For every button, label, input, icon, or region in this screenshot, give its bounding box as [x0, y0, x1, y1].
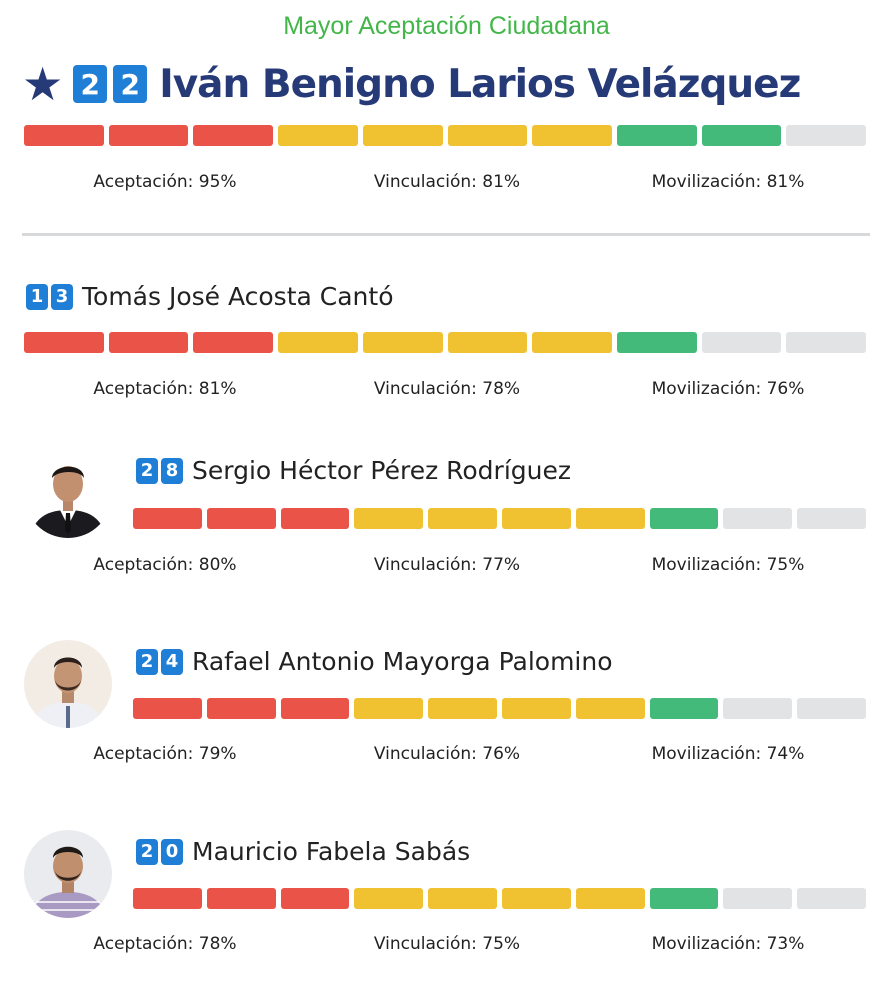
candidate-name: Tomás José Acosta Cantó: [82, 282, 394, 311]
number-badge: 2: [136, 838, 158, 865]
number-badge: 3: [51, 283, 73, 310]
bar-segment-red: [133, 508, 202, 529]
bar-segment-red: [206, 508, 276, 529]
bar-segment-yellow: [362, 125, 443, 146]
bar-segment-empty: [797, 888, 866, 909]
bar-segment-red: [280, 508, 350, 529]
bar-segment-green: [616, 332, 697, 353]
bar-segment-red: [24, 332, 104, 353]
bar-segment-yellow: [278, 332, 358, 353]
avatar: [24, 450, 112, 538]
bar-segment-yellow: [428, 888, 497, 909]
stat-movilizacion: Movilización: 75%: [651, 555, 805, 575]
bar-segment-red: [280, 888, 350, 909]
stat-movilizacion: Movilización: 76%: [651, 379, 805, 399]
number-badge: 0: [161, 838, 183, 865]
bar-segment-red: [193, 125, 274, 146]
bar-segment-red: [206, 698, 276, 719]
bar-segment-empty: [723, 508, 793, 529]
number-badge: 2: [136, 648, 158, 675]
rating-bar: [24, 125, 867, 146]
number-badge: 2: [73, 65, 108, 103]
bar-segment-green: [649, 698, 719, 719]
stat-movilizacion: Movilización: 73%: [651, 934, 805, 954]
bar-segment-yellow: [575, 698, 645, 719]
bar-segment-yellow: [278, 125, 358, 146]
bar-segment-red: [280, 698, 350, 719]
number-badge: 2: [113, 65, 148, 103]
bar-segment-yellow: [354, 508, 424, 529]
bar-segment-yellow: [575, 508, 645, 529]
rating-bar: [133, 888, 866, 909]
bar-segment-green: [649, 888, 719, 909]
stat-vinculacion: Vinculación: 78%: [373, 379, 521, 399]
bar-segment-empty: [797, 698, 866, 719]
bar-segment-yellow: [501, 888, 571, 909]
divider: [22, 233, 870, 236]
bar-segment-empty: [723, 888, 793, 909]
bar-segment-empty: [701, 332, 782, 353]
top-candidate-header: ★ 2 2 Iván Benigno Larios Velázquez: [22, 57, 801, 111]
candidate-header: 2 8 Sergio Héctor Pérez Rodríguez: [136, 456, 571, 485]
star-icon: ★: [22, 57, 64, 111]
bar-segment-yellow: [575, 888, 645, 909]
bar-segment-yellow: [354, 698, 424, 719]
bar-segment-yellow: [362, 332, 443, 353]
candidate-header: 2 4 Rafael Antonio Mayorga Palomino: [136, 647, 613, 676]
bar-segment-empty: [786, 125, 867, 146]
candidate-header: 1 3 Tomás José Acosta Cantó: [26, 282, 394, 311]
stat-vinculacion: Vinculación: 77%: [373, 555, 521, 575]
bar-segment-red: [133, 888, 202, 909]
stat-movilizacion: Movilización: 81%: [651, 172, 805, 192]
bar-segment-yellow: [447, 332, 528, 353]
bar-segment-red: [24, 125, 104, 146]
bar-segment-yellow: [501, 508, 571, 529]
rating-bar: [133, 508, 866, 529]
candidate-header: 2 0 Mauricio Fabela Sabás: [136, 837, 470, 866]
bar-segment-empty: [786, 332, 867, 353]
rating-bar: [133, 698, 866, 719]
stat-aceptacion: Aceptación: 79%: [93, 744, 237, 764]
stat-aceptacion: Aceptación: 81%: [93, 379, 237, 399]
candidate-name: Mauricio Fabela Sabás: [192, 837, 471, 866]
bar-segment-yellow: [447, 125, 528, 146]
top-candidate-name: Iván Benigno Larios Velázquez: [159, 61, 801, 107]
avatar: [24, 640, 112, 728]
bar-segment-yellow: [428, 698, 497, 719]
candidate-name: Rafael Antonio Mayorga Palomino: [192, 647, 613, 676]
stat-aceptacion: Aceptación: 80%: [93, 555, 237, 575]
avatar: [24, 830, 112, 918]
stat-vinculacion: Vinculación: 81%: [373, 172, 521, 192]
candidate-name: Sergio Héctor Pérez Rodríguez: [192, 456, 571, 485]
bar-segment-green: [649, 508, 719, 529]
bar-segment-yellow: [354, 888, 424, 909]
bar-segment-yellow: [532, 332, 612, 353]
bar-segment-yellow: [428, 508, 497, 529]
bar-segment-red: [108, 332, 189, 353]
stat-aceptacion: Aceptación: 78%: [93, 934, 237, 954]
stat-aceptacion: Aceptación: 95%: [93, 172, 237, 192]
bar-segment-yellow: [532, 125, 612, 146]
bar-segment-empty: [797, 508, 866, 529]
stat-vinculacion: Vinculación: 76%: [373, 744, 521, 764]
bar-segment-green: [616, 125, 697, 146]
bar-segment-red: [193, 332, 274, 353]
stat-vinculacion: Vinculación: 75%: [373, 934, 521, 954]
number-badge: 1: [26, 283, 48, 310]
bar-segment-empty: [723, 698, 793, 719]
rating-bar: [24, 332, 867, 353]
number-badge: 8: [161, 457, 183, 484]
bar-segment-red: [206, 888, 276, 909]
subtitle: Mayor Aceptación Ciudadana: [283, 12, 610, 40]
number-badge: 2: [136, 457, 158, 484]
bar-segment-red: [133, 698, 202, 719]
bar-segment-green: [701, 125, 782, 146]
bar-segment-yellow: [501, 698, 571, 719]
number-badge: 4: [161, 648, 183, 675]
stat-movilizacion: Movilización: 74%: [651, 744, 805, 764]
bar-segment-red: [108, 125, 189, 146]
